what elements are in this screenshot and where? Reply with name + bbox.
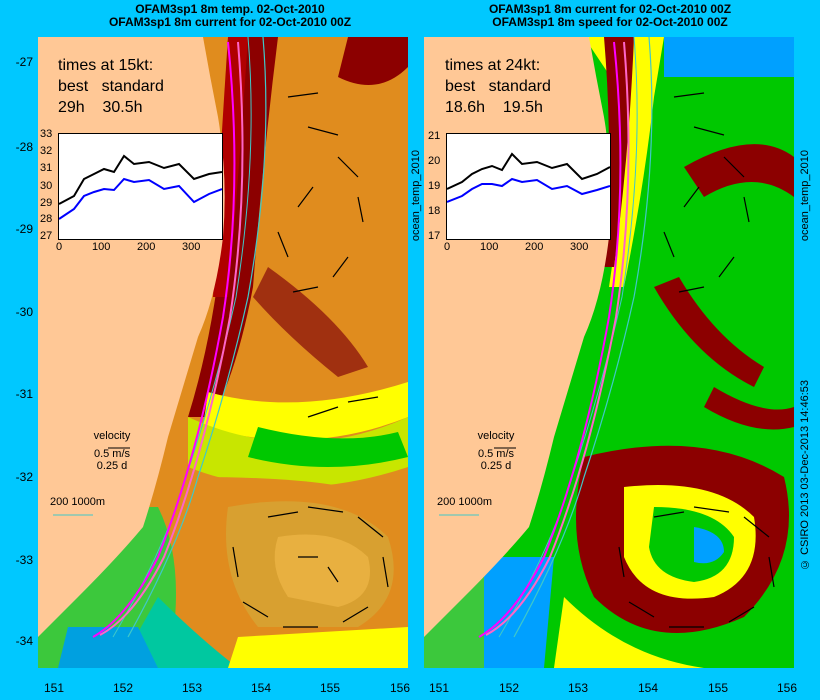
left-best-route <box>92 41 236 638</box>
right-inset-chart <box>446 133 611 240</box>
left-title-line2: OFAM3sp1 8m current for 02-Oct-2010 00Z <box>108 15 352 29</box>
right-standard-value: 19.5h <box>502 99 543 116</box>
left-map-title: OFAM3sp1 8m temp. 02-Oct-2010 OFAM3sp1 8… <box>40 3 420 29</box>
right-best-label: best <box>445 78 476 95</box>
left-inset-ytick-1: 32 <box>40 145 53 157</box>
left-best-label: best <box>58 78 89 95</box>
left-times-block: times at 15kt: best standard 29h 30.5h <box>58 55 164 118</box>
right-time-label: 0.25 d <box>480 460 512 472</box>
right-map-panel <box>424 37 794 668</box>
right-standard-route <box>485 41 630 636</box>
right-lon-tick-3: 154 <box>637 681 659 695</box>
right-isobath-legend: 200 1000m <box>437 496 493 508</box>
right-lon-tick-0: 151 <box>428 681 450 695</box>
right-inset-lines <box>446 152 611 203</box>
right-inset-xtick-0: 0 <box>444 241 451 253</box>
left-speed-label: 0.5 m/s <box>93 448 131 460</box>
left-inset-xtick-3: 300 <box>182 241 201 253</box>
left-lon-tick-4: 155 <box>319 681 341 695</box>
right-inset-ytick-4: 17 <box>428 230 441 242</box>
left-lon-tick-0: 151 <box>43 681 65 695</box>
left-inset-ytick-4: 29 <box>40 197 53 209</box>
left-standard-label: standard <box>101 78 164 95</box>
left-times-header: times at 15kt: <box>58 57 154 74</box>
right-title-line2: OFAM3sp1 8m speed for 02-Oct-2010 00Z <box>492 15 728 29</box>
right-standard-label: standard <box>488 78 551 95</box>
left-lon-tick-1: 152 <box>112 681 134 695</box>
left-inset-ytick-2: 31 <box>40 162 53 174</box>
right-inset-xtick-2: 200 <box>525 241 544 253</box>
left-inset-lines <box>58 154 223 220</box>
left-side-label: ocean_temp_2010 <box>410 150 422 242</box>
left-inset-chart <box>58 133 223 240</box>
left-temperature-map <box>38 37 408 668</box>
right-inset-ytick-1: 20 <box>428 155 441 167</box>
right-lon-tick-1: 152 <box>498 681 520 695</box>
lat-tick-0: -27 <box>15 55 33 69</box>
right-velocity-arrows <box>618 92 775 628</box>
right-lon-tick-4: 155 <box>707 681 729 695</box>
right-inset-ytick-2: 19 <box>428 180 441 192</box>
right-best-value: 18.6h <box>445 99 486 116</box>
right-times-block: times at 24kt: best standard 18.6h 19.5h <box>445 55 551 118</box>
lat-tick-7: -34 <box>15 634 33 648</box>
left-title-line1: OFAM3sp1 8m temp. 02-Oct-2010 <box>135 2 325 16</box>
lat-tick-2: -29 <box>15 222 33 236</box>
left-inset-xtick-2: 200 <box>137 241 156 253</box>
left-standard-route <box>99 41 244 636</box>
lat-tick-5: -32 <box>15 470 33 484</box>
left-lon-tick-5: 156 <box>389 681 411 695</box>
left-inset-ytick-6: 27 <box>40 230 53 242</box>
left-inset-ytick-5: 28 <box>40 213 53 225</box>
right-speed-label: 0.5 m/s <box>477 448 515 460</box>
left-inset-xtick-1: 100 <box>92 241 111 253</box>
left-velocity-arrows <box>232 92 389 628</box>
left-lon-tick-2: 153 <box>181 681 203 695</box>
left-inset-ytick-3: 30 <box>40 180 53 192</box>
right-map-title: OFAM3sp1 8m current for 02-Oct-2010 00Z … <box>420 3 800 29</box>
left-map-panel <box>38 37 408 668</box>
left-time-label: 0.25 d <box>96 460 128 472</box>
left-inset-ytick-0: 33 <box>40 128 53 140</box>
left-velocity-label: velocity <box>93 430 131 442</box>
left-lon-tick-3: 154 <box>250 681 272 695</box>
left-inset-xtick-0: 0 <box>56 241 63 253</box>
right-speed-map <box>424 37 794 668</box>
right-velocity-label: velocity <box>477 430 515 442</box>
right-inset-ytick-0: 21 <box>428 130 441 142</box>
right-velocity-legend: velocity 0.5 m/s 0.25 d <box>466 430 526 472</box>
lat-tick-4: -31 <box>15 387 33 401</box>
left-standard-value: 30.5h <box>102 99 143 116</box>
copyright-text: © CSIRO 2013 03-Dec-2013 14:46:53 <box>799 380 811 570</box>
right-inset-xtick-3: 300 <box>570 241 589 253</box>
right-title-line1: OFAM3sp1 8m current for 02-Oct-2010 00Z <box>488 2 732 16</box>
left-isobath-legend: 200 1000m <box>50 496 106 508</box>
right-lon-tick-2: 153 <box>567 681 589 695</box>
right-best-route <box>478 41 622 638</box>
lat-tick-1: -28 <box>15 140 33 154</box>
right-inset-ytick-3: 18 <box>428 205 441 217</box>
right-lon-tick-5: 156 <box>776 681 798 695</box>
lat-tick-3: -30 <box>15 305 33 319</box>
right-side-label: ocean_temp_2010 <box>799 150 811 242</box>
lat-tick-6: -33 <box>15 553 33 567</box>
right-inset-xtick-1: 100 <box>480 241 499 253</box>
left-best-value: 29h <box>58 99 85 116</box>
right-times-header: times at 24kt: <box>445 57 541 74</box>
left-velocity-legend: velocity 0.5 m/s 0.25 d <box>82 430 142 472</box>
